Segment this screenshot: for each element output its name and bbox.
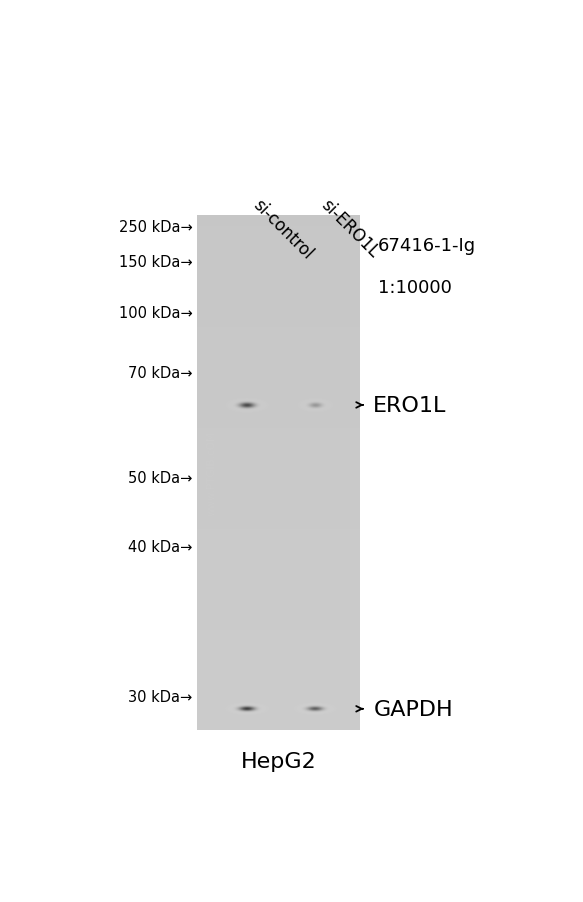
Text: 30 kDa→: 30 kDa→ — [128, 690, 192, 704]
Text: GAPDH: GAPDH — [373, 699, 453, 719]
Text: 40 kDa→: 40 kDa→ — [128, 539, 192, 555]
Text: 50 kDa→: 50 kDa→ — [128, 470, 192, 485]
Text: www.PTGlB.cOM: www.PTGlB.cOM — [206, 430, 216, 515]
Text: 1:10000: 1:10000 — [378, 279, 452, 297]
Text: 250 kDa→: 250 kDa→ — [119, 220, 192, 235]
Text: HepG2: HepG2 — [241, 750, 317, 770]
Text: si-ERO1L: si-ERO1L — [317, 197, 382, 262]
Text: 70 kDa→: 70 kDa→ — [128, 366, 192, 381]
Text: 100 kDa→: 100 kDa→ — [119, 306, 192, 320]
Text: si-control: si-control — [249, 197, 316, 263]
Text: 67416-1-Ig: 67416-1-Ig — [378, 236, 476, 254]
Text: ERO1L: ERO1L — [373, 395, 447, 416]
Text: 150 kDa→: 150 kDa→ — [119, 255, 192, 270]
